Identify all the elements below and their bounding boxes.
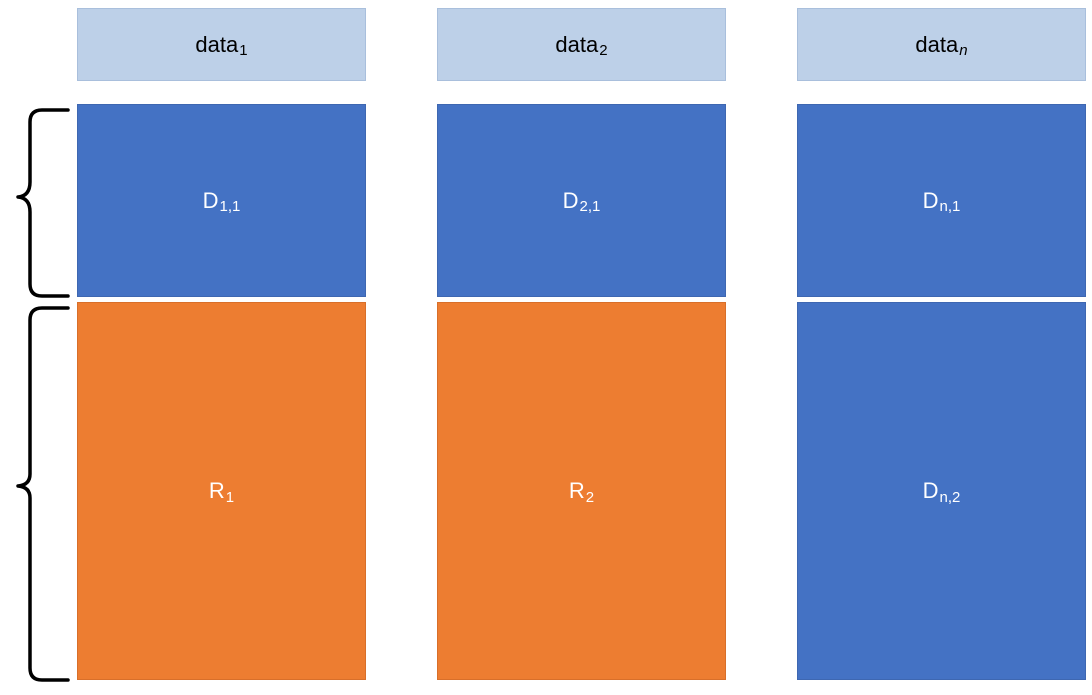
header-data-1: data 1 bbox=[77, 8, 366, 81]
header-data-2: data 2 bbox=[437, 8, 726, 81]
header-data-1-sub: 1 bbox=[239, 42, 248, 59]
header-data-n-base: data bbox=[915, 31, 959, 57]
brace-bottom-icon bbox=[16, 306, 70, 682]
block-d-2-1-base: D bbox=[562, 187, 579, 213]
block-d-1-1: D 1,1 bbox=[77, 104, 366, 297]
header-data-1-base: data bbox=[195, 31, 239, 57]
block-r-2-base: R bbox=[568, 478, 585, 503]
block-d-2-1-sub: 2,1 bbox=[579, 198, 601, 215]
header-data-n: data n bbox=[797, 8, 1086, 81]
header-data-n-sub: n bbox=[959, 42, 968, 59]
header-data-2-sub: 2 bbox=[599, 42, 608, 59]
brace-top-icon bbox=[16, 108, 70, 298]
block-d-n-1-base: D bbox=[922, 187, 939, 213]
block-r-2-sub: 2 bbox=[585, 488, 595, 506]
block-d-n-2-sub: n,2 bbox=[939, 488, 961, 506]
block-r-1-sub: 1 bbox=[225, 488, 235, 506]
header-data-2-base: data bbox=[555, 31, 599, 57]
block-r-1-base: R bbox=[208, 478, 225, 503]
block-d-n-2-base: D bbox=[922, 478, 939, 503]
block-d-1-1-sub: 1,1 bbox=[219, 198, 241, 215]
block-d-n-1-sub: n,1 bbox=[939, 198, 961, 215]
block-d-2-1: D 2,1 bbox=[437, 104, 726, 297]
block-d-1-1-base: D bbox=[202, 187, 219, 213]
